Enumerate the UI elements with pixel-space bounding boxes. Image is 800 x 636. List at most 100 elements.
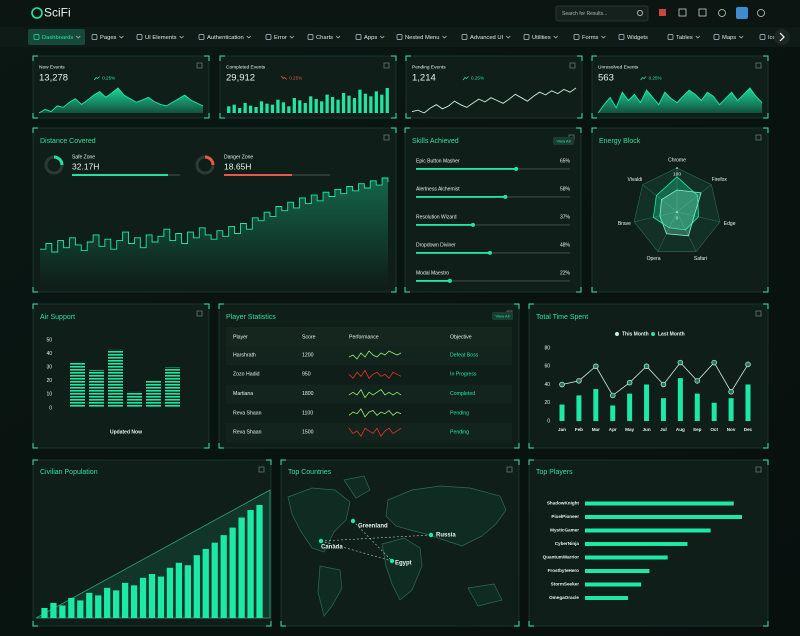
panel-menu[interactable]: [755, 62, 762, 69]
stat-line: [38, 87, 204, 114]
line-point: [626, 379, 633, 386]
panel-menu[interactable]: [258, 466, 265, 473]
cell-score: 1200: [302, 352, 314, 358]
nav-item[interactable]: Apps: [364, 35, 377, 41]
nav-item[interactable]: Error: [274, 35, 287, 41]
panel-corner: [591, 287, 597, 293]
panel-menu[interactable]: [755, 466, 762, 473]
radar-series: [659, 189, 702, 237]
player-name: StormSeeker: [551, 582, 580, 587]
country-marker[interactable]: [389, 558, 395, 564]
performance-line: [348, 408, 402, 418]
zone-fill: [224, 174, 292, 176]
skill-track: [416, 280, 570, 282]
greenland: [343, 475, 371, 499]
search-icon[interactable]: [637, 9, 644, 16]
bar: [193, 555, 200, 618]
radar-tick: [676, 211, 678, 213]
fullscreen-icon[interactable]: [678, 8, 687, 17]
panel-corner: [218, 443, 224, 449]
cell-score: 950: [302, 372, 311, 378]
player-name: QuantumWarrior: [543, 555, 580, 560]
country-marker[interactable]: [428, 532, 434, 538]
panel-corner: [763, 303, 769, 309]
stat-bar: [270, 104, 275, 113]
stat-change: 0.25%: [471, 76, 484, 81]
notification-icon[interactable]: [718, 9, 726, 17]
nav-scroll[interactable]: [774, 29, 790, 45]
panel-corner: [266, 459, 272, 465]
panel-corner: [218, 303, 224, 309]
nav-chevron: [379, 35, 385, 39]
settings-icon[interactable]: [757, 9, 765, 17]
nav-item[interactable]: Pages: [100, 35, 117, 41]
panel-corner: [404, 287, 410, 293]
nav-item[interactable]: Maps: [722, 35, 736, 41]
nav-item[interactable]: Nested Menu: [405, 35, 439, 41]
panel-corner: [528, 443, 534, 449]
performance-line: [348, 369, 402, 379]
panel-title: Air Support: [40, 314, 75, 321]
panel-menu[interactable]: [196, 310, 203, 317]
nav-item[interactable]: Tables: [676, 35, 693, 41]
nav-item[interactable]: Advanced UI: [470, 35, 504, 41]
panel-menu[interactable]: [383, 134, 390, 141]
nav-chevron: [601, 35, 606, 39]
nav-chevron: [505, 35, 511, 39]
x-tick-label: Jul: [660, 427, 667, 432]
bar: [146, 380, 161, 408]
cell-player: Zozo Hadid: [233, 372, 260, 378]
nav-item[interactable]: Widgets: [627, 35, 648, 41]
nav-item[interactable]: Dashboards: [42, 35, 73, 41]
skill-track: [416, 224, 570, 226]
stat-bar: [292, 98, 296, 113]
stat-bar: [325, 94, 329, 113]
radar-axis-label: Vivaldi: [627, 177, 642, 183]
apps-icon[interactable]: [698, 8, 707, 17]
zone-ring: [204, 155, 215, 166]
panel-menu[interactable]: [569, 62, 576, 69]
bar: [70, 361, 85, 408]
panel-corner: [405, 113, 411, 119]
y-tick-label: 30: [46, 365, 52, 371]
panel-title: Civilian Population: [40, 469, 98, 476]
country-marker[interactable]: [350, 518, 356, 524]
radar-spoke: [676, 211, 697, 252]
stat-value: 1,214: [412, 73, 436, 84]
bar: [585, 582, 642, 587]
panel-title: Skills Achieved: [412, 138, 459, 145]
nav-item[interactable]: Forms: [582, 35, 599, 41]
stat-value: 13,278: [39, 73, 68, 84]
bar: [86, 592, 93, 618]
nav-item[interactable]: Authentication: [207, 35, 244, 41]
panel-corner: [763, 459, 769, 465]
nav-item[interactable]: Utilities: [532, 35, 551, 41]
panel-corner: [591, 55, 597, 61]
bar: [585, 596, 628, 600]
table-header: [226, 327, 512, 346]
nav-item[interactable]: Ico: [768, 35, 776, 41]
bar: [139, 577, 147, 618]
x-tick-label: Aug: [676, 427, 685, 432]
stat-bar: [259, 101, 264, 113]
panel-menu[interactable]: [755, 134, 762, 141]
view-all-button[interactable]: [492, 312, 513, 320]
zone-label: Safe Zone: [72, 154, 95, 160]
view-all-button[interactable]: [553, 137, 574, 145]
country-marker[interactable]: [318, 538, 324, 544]
nav-item[interactable]: UI Elements: [145, 35, 177, 41]
flag-icon[interactable]: [659, 9, 666, 16]
australia: [467, 583, 503, 607]
panel-menu[interactable]: [196, 62, 203, 69]
panel-corner: [391, 55, 397, 61]
search-box[interactable]: [555, 5, 649, 22]
line-point: [593, 363, 599, 370]
panel-menu[interactable]: [755, 310, 762, 317]
y-tick-label: 50: [46, 337, 52, 343]
avatar[interactable]: [736, 7, 748, 19]
panel-menu[interactable]: [506, 466, 513, 473]
panel-corner: [577, 55, 583, 61]
panel-menu[interactable]: [383, 62, 390, 69]
nav-item[interactable]: Charts: [316, 35, 333, 41]
bar: [202, 548, 209, 618]
